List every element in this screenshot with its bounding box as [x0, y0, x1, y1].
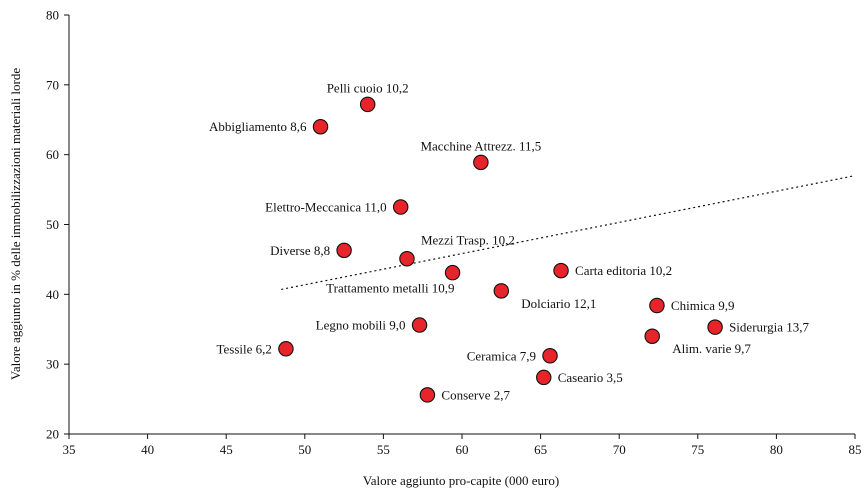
data-label: Mezzi Trasp. 10,2: [421, 233, 515, 248]
data-label: Macchine Attrezz. 11,5: [420, 138, 541, 153]
data-label: Carta editoria 10,2: [575, 263, 672, 278]
y-tick-label: 50: [46, 217, 59, 232]
data-point: [419, 387, 436, 403]
x-tick-label: 50: [298, 442, 311, 457]
data-label: Chimica 9,9: [671, 298, 735, 313]
x-tick-label: 70: [613, 442, 626, 457]
points-group: [278, 96, 723, 403]
data-point: [644, 328, 660, 344]
y-tick-label: 80: [46, 8, 59, 23]
x-axis-title: Valore aggiunto pro-capite (000 euro): [363, 473, 559, 488]
data-label: Pelli cuoio 10,2: [327, 80, 409, 95]
data-point: [535, 369, 552, 386]
x-tick-label: 55: [377, 442, 390, 457]
y-tick-label: 20: [46, 427, 59, 442]
data-label: Elettro-Meccanica 11,0: [265, 200, 387, 215]
data-point: [411, 317, 428, 333]
data-label: Alim. varie 9,7: [672, 341, 751, 356]
data-point: [649, 297, 665, 314]
data-point: [707, 319, 723, 335]
data-point: [399, 250, 415, 267]
y-tick-label: 70: [46, 77, 59, 92]
data-point: [359, 96, 376, 113]
x-tick-label: 75: [691, 442, 704, 457]
data-label: Legno mobili 9,0: [316, 318, 406, 333]
x-tick-label: 80: [770, 442, 783, 457]
labels-group: Pelli cuoio 10,2 Abbigliamento 8,6 Macchin…: [209, 80, 809, 402]
y-tick-label: 60: [46, 147, 59, 162]
x-tick-label: 85: [849, 442, 862, 457]
y-tick-label: 30: [46, 357, 59, 372]
x-tick-label: 60: [456, 442, 469, 457]
axes: 35 40 45 50 55 60 65 70 75 80 85 20 30 40 50 60 70 80: [46, 8, 862, 458]
y-tick-label: 40: [46, 287, 59, 302]
data-label: Abbigliamento 8,6: [209, 119, 307, 134]
data-point: [493, 283, 510, 299]
data-point: [473, 154, 489, 171]
data-point: [312, 118, 329, 135]
data-label: Trattamento metalli 10,9: [326, 281, 454, 296]
x-tick-label: 45: [220, 442, 233, 457]
data-label: Tessile 6,2: [217, 341, 272, 356]
x-tick-label: 65: [534, 442, 547, 457]
data-point: [444, 264, 461, 281]
data-point: [542, 348, 558, 364]
data-label: Ceramica 7,9: [467, 348, 536, 363]
data-label: Caseario 3,5: [558, 370, 623, 385]
y-axis-title: Valore aggiunto in % delle immobilizzazi…: [8, 68, 23, 380]
data-label: Conserve 2,7: [441, 387, 510, 402]
data-point: [392, 199, 409, 215]
data-point: [336, 242, 352, 259]
x-tick-label: 40: [141, 442, 154, 457]
data-label: Diverse 8,8: [270, 243, 330, 258]
data-point: [553, 262, 569, 279]
data-label: Dolciario 12,1: [521, 296, 596, 311]
x-tick-label: 35: [63, 442, 76, 457]
data-label: Siderurgia 13,7: [729, 320, 809, 335]
data-point: [278, 341, 294, 357]
